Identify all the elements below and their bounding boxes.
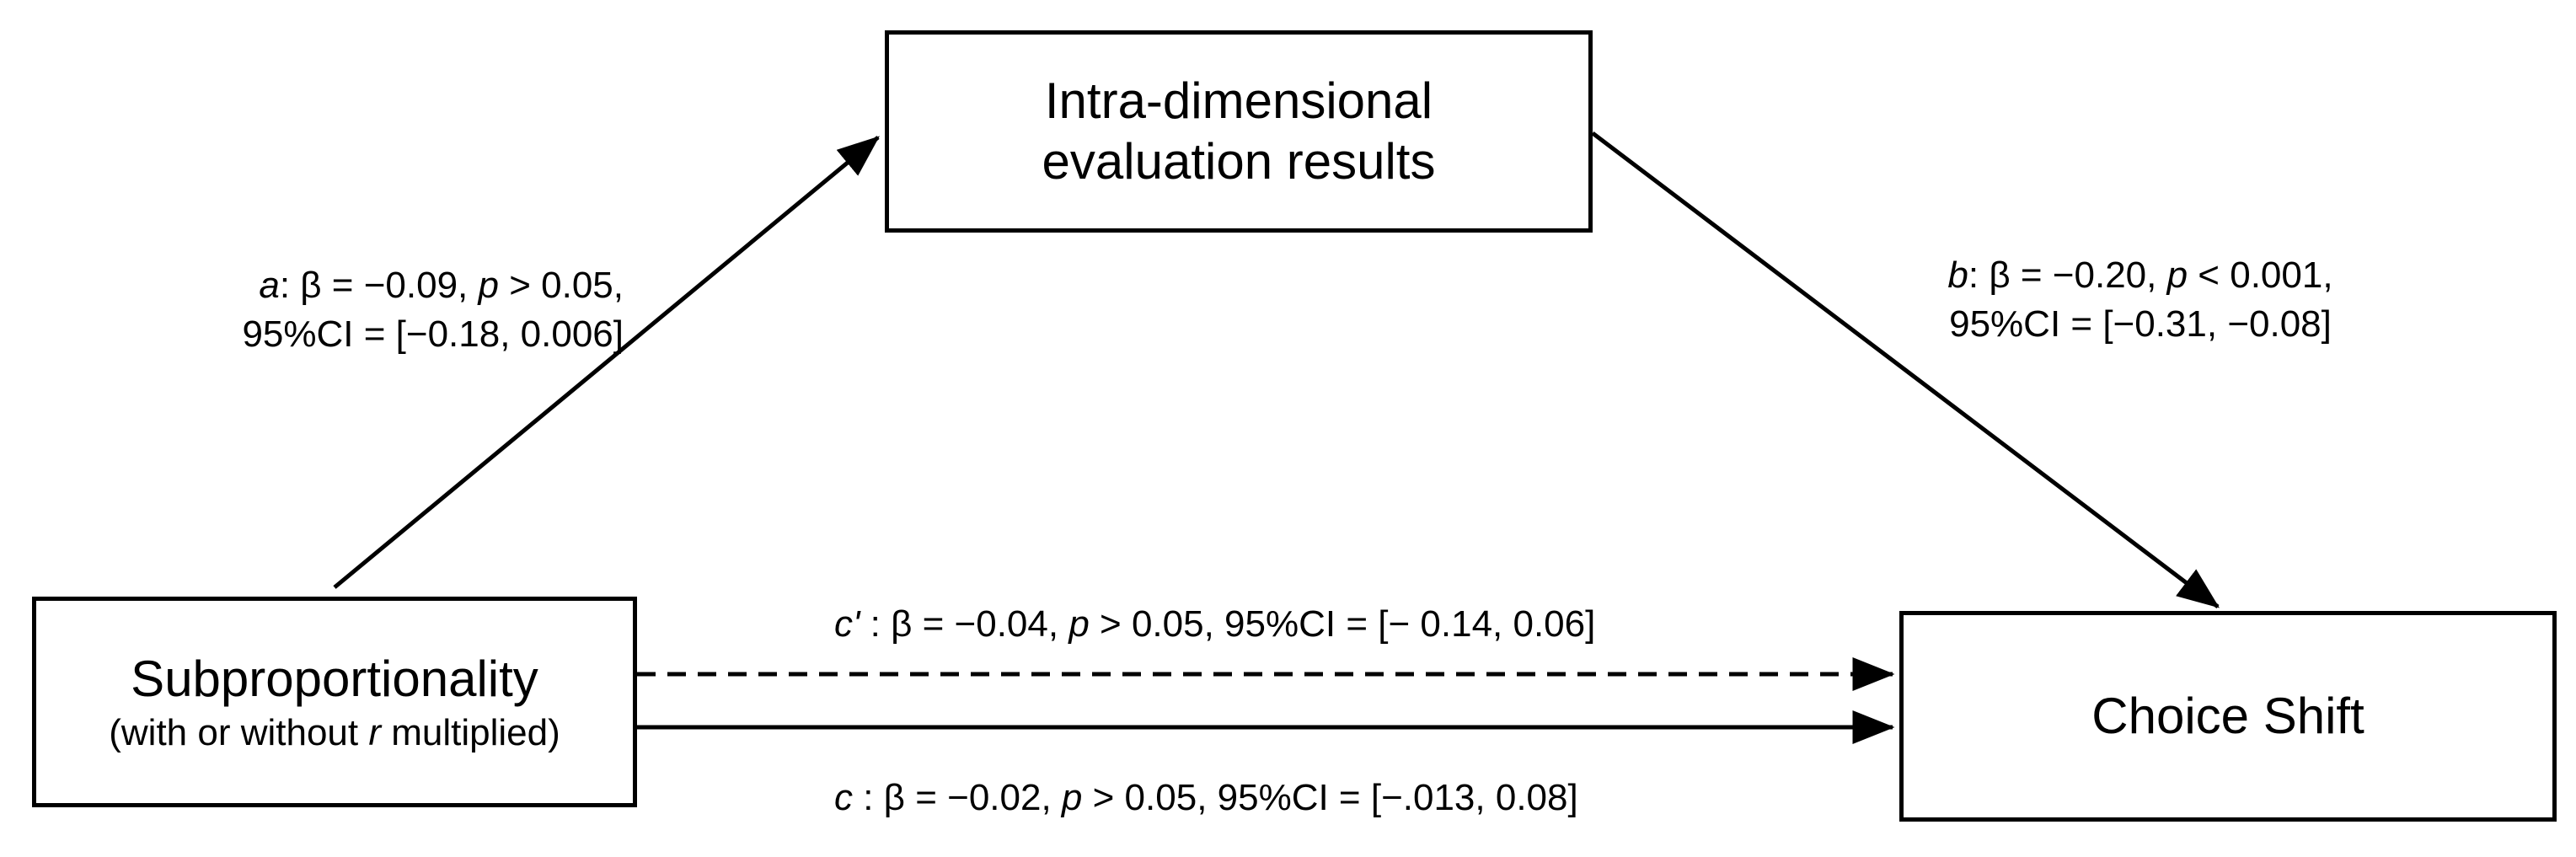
mediator-box: Intra-dimensional evaluation results [885,30,1593,233]
arrow-path-a [333,136,880,589]
predictor-sublabel-var: r [368,711,381,753]
path-c-letter: c [834,777,853,818]
path-a-letter: a [259,265,280,306]
path-c-p: > 0.05, 95%CI = [−.013, 0.08] [1082,777,1578,818]
path-c-beta: : β = −0.02, [853,777,1062,818]
predictor-sublabel-post: multiplied) [381,711,560,753]
path-c-prime-beta: : β = −0.04, [860,603,1069,645]
path-b-stats: b: β = −0.20, p < 0.001, [1904,251,2376,300]
predictor-sublabel: (with or without r multiplied) [109,710,560,756]
path-b-beta: : β = −0.20, [1968,254,2167,296]
path-b-p-letter: p [2166,254,2188,296]
outcome-label: Choice Shift [2091,688,2364,744]
path-a-beta: : β = −0.09, [279,265,479,306]
path-b-ci: 95%CI = [−0.31, −0.08] [1949,303,2332,345]
predictor-label: Subproportionality [131,650,538,707]
path-c-label: c : β = −0.02, p > 0.05, 95%CI = [−.013,… [834,774,1578,822]
path-b-letter: b [1947,254,1968,296]
path-a-p-letter: p [478,265,499,306]
arrow-path-b [1591,131,2220,608]
mediator-label-line2: evaluation results [1042,133,1436,190]
path-c-prime-letter: c' [834,603,860,645]
path-c-p-letter: p [1061,777,1083,818]
path-c-prime-p: > 0.05, 95%CI = [− 0.14, 0.06] [1089,603,1596,645]
predictor-sublabel-pre: (with or without [109,711,369,753]
path-a-p: > 0.05, [498,265,624,306]
predictor-box: Subproportionality (with or without r mu… [32,597,637,807]
path-b-p: < 0.001, [2188,254,2333,296]
path-a-ci: 95%CI = [−0.18, 0.006] [242,313,624,355]
path-b-label: b: β = −0.20, p < 0.001, 95%CI = [−0.31,… [1904,251,2376,349]
path-a-label: a: β = −0.09, p > 0.05, 95%CI = [−0.18, … [169,261,624,359]
path-c-prime-p-letter: p [1068,603,1090,645]
mediator-label-line1: Intra-dimensional [1044,72,1433,129]
path-c-prime-label: c' : β = −0.04, p > 0.05, 95%CI = [− 0.1… [834,600,1595,649]
path-a-stats: a: β = −0.09, p > 0.05, [169,261,624,310]
outcome-box: Choice Shift [1899,611,2557,822]
